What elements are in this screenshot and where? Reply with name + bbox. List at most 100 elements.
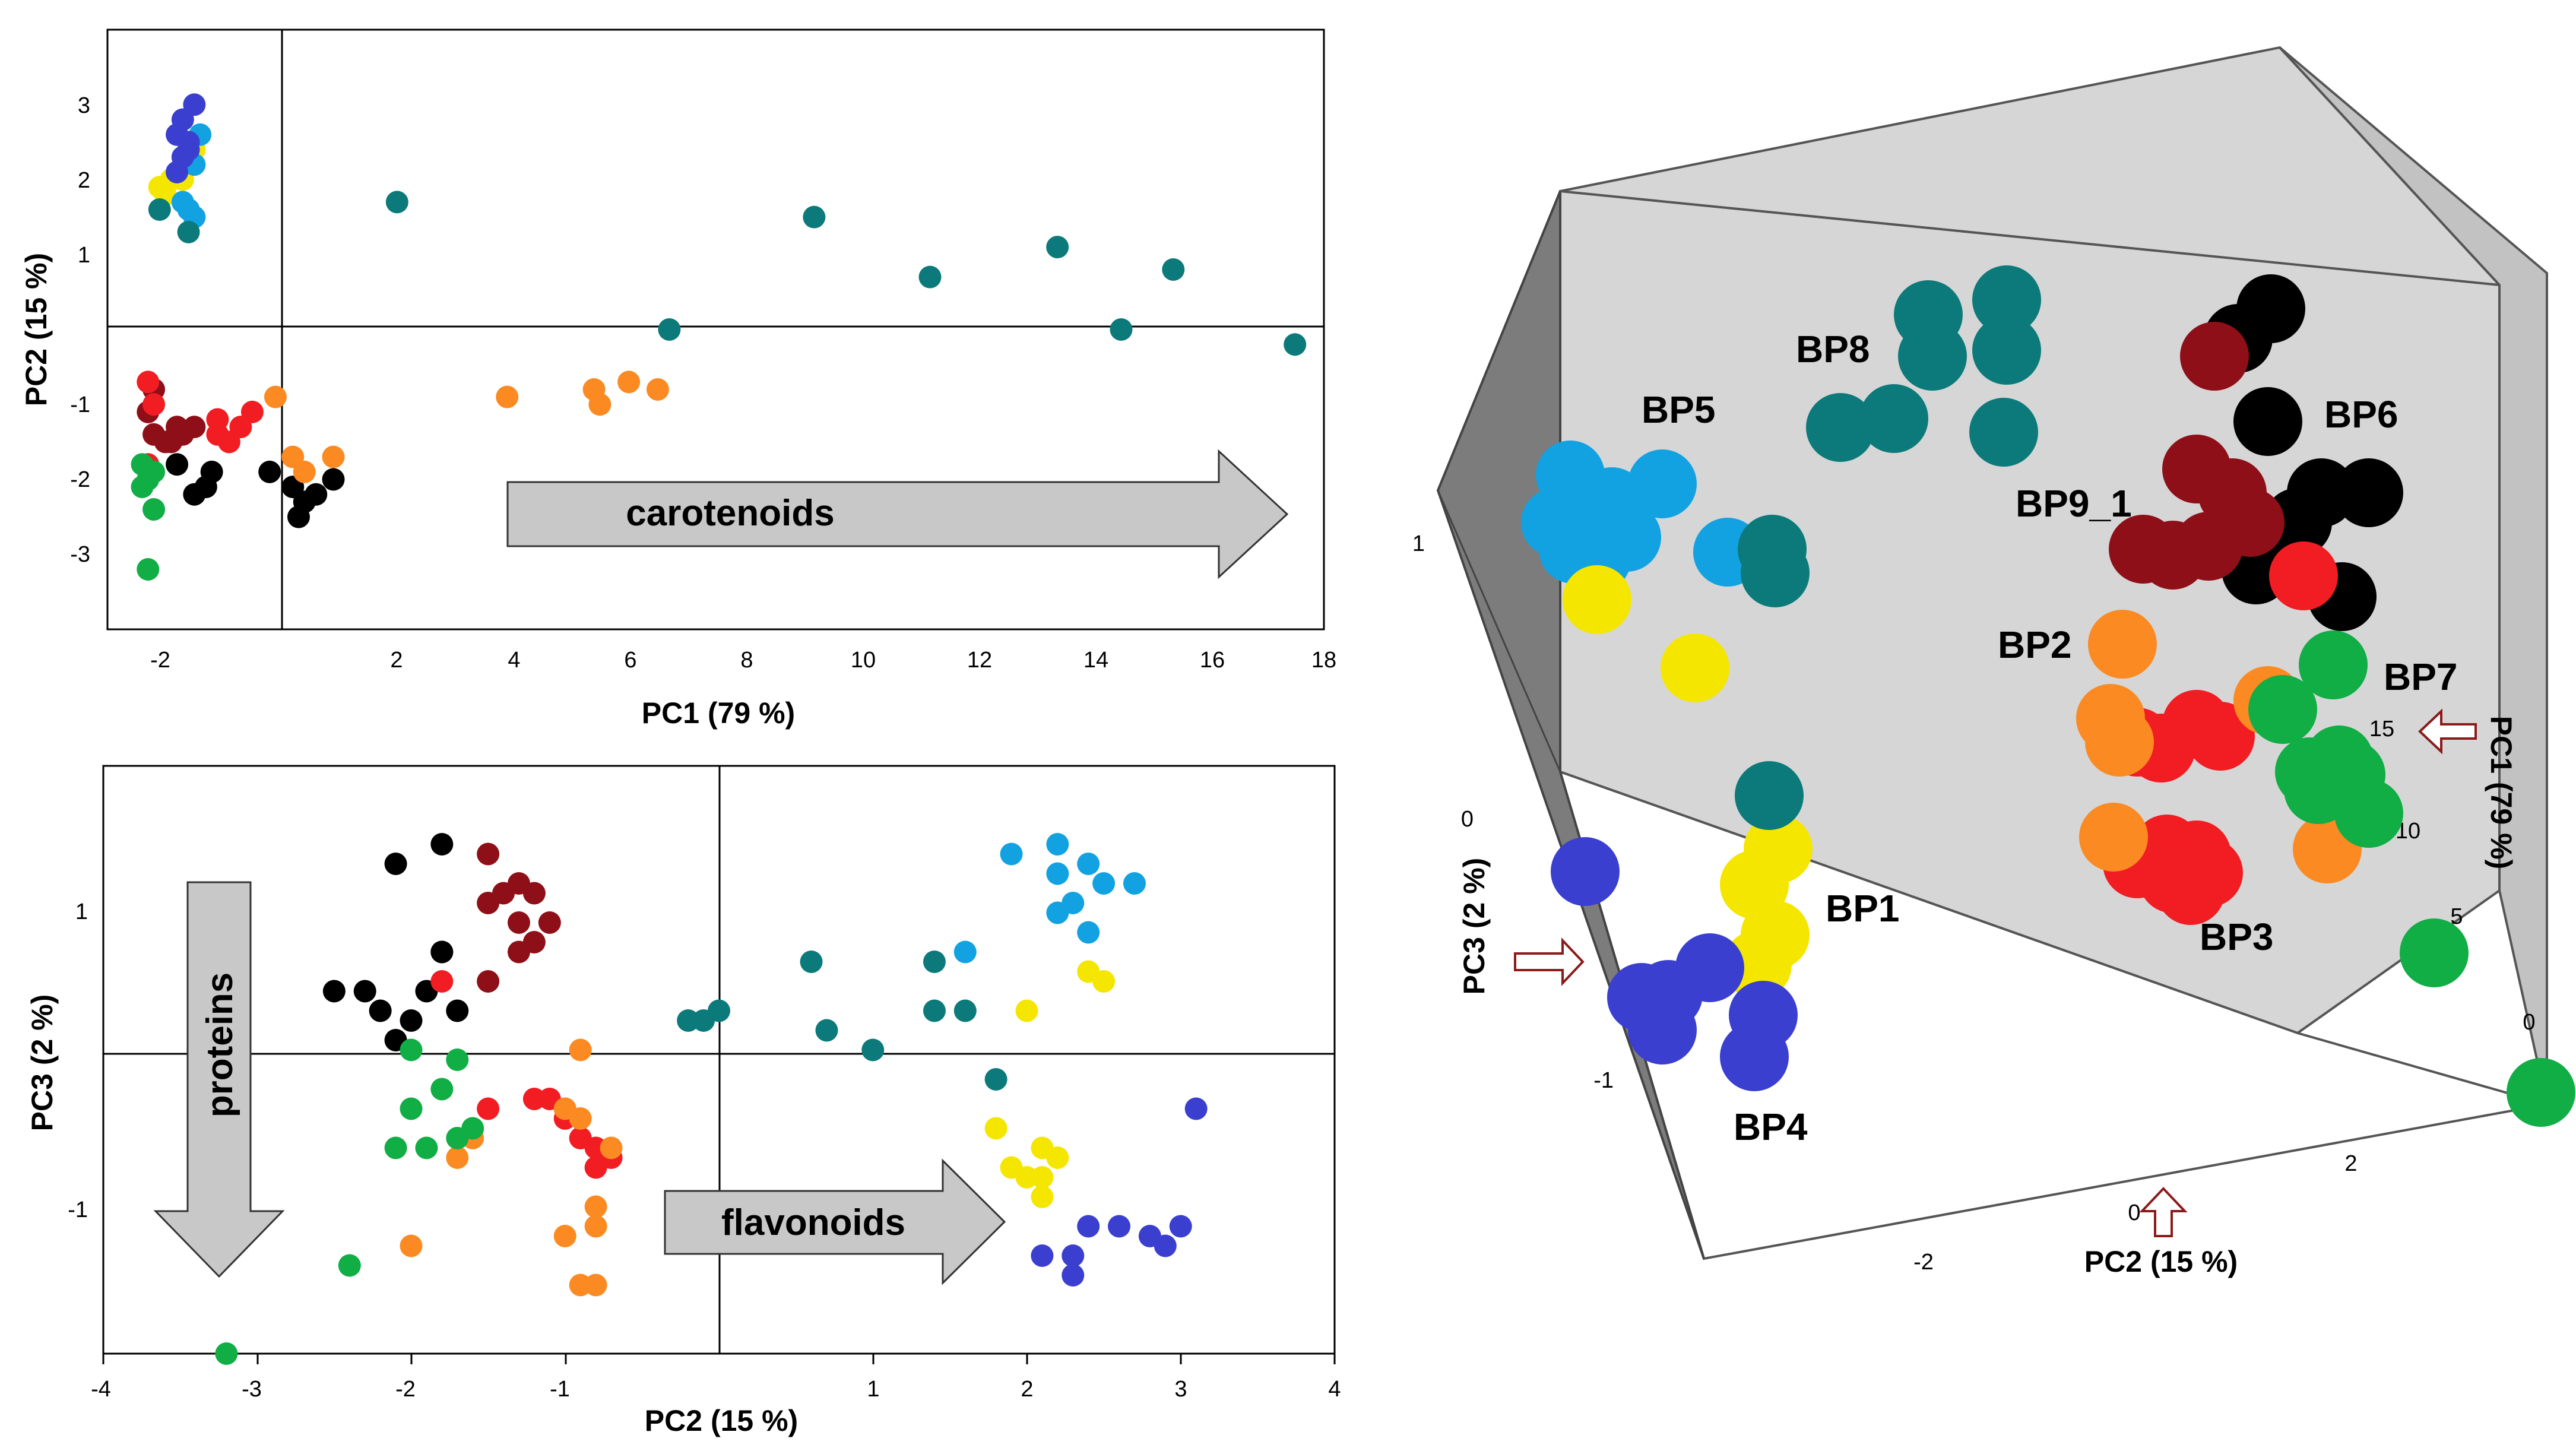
point-bp7: [430, 1078, 454, 1101]
point-bp7: [142, 460, 166, 483]
point-bp6: [430, 940, 454, 964]
point-bp7: [338, 1254, 361, 1277]
x-tick: 3: [1174, 1377, 1187, 1402]
x-tick: 12: [967, 648, 992, 673]
point-bp9_1: [507, 911, 530, 934]
point-bp2: [293, 460, 316, 483]
point-bp4: [1031, 1244, 1054, 1267]
point-bp8: [385, 191, 408, 214]
point-bp4: [1184, 1097, 1208, 1120]
point-bp2: [553, 1225, 576, 1247]
point-bp3: [477, 1097, 500, 1120]
point-bp8: [984, 1068, 1007, 1091]
blob-bp6: [2263, 488, 2332, 557]
point-bp5: [1000, 842, 1023, 866]
panel2-x-tickmarks: [102, 1354, 1336, 1364]
blob-bp2: [2079, 803, 2148, 872]
blob-bp8: [1898, 322, 1967, 391]
pc2-tick: 0: [2128, 1200, 2140, 1225]
point-bp8: [800, 951, 823, 973]
y-tick: 1: [75, 899, 88, 924]
point-bp2: [400, 1234, 423, 1257]
point-bp3: [206, 408, 229, 431]
point-bp1: [1046, 1146, 1069, 1169]
group-label: BP4: [1734, 1105, 1808, 1148]
blob-bp4: [1551, 837, 1620, 906]
x-tick: 6: [624, 648, 636, 673]
point-bp7: [384, 1136, 407, 1159]
point-bp7: [137, 558, 160, 581]
point-bp7: [415, 1136, 438, 1159]
right-wall: [2279, 46, 2548, 1105]
pc1-tick: 5: [2450, 904, 2463, 929]
group-label: BP5: [1642, 388, 1716, 431]
group-label: BP3: [2200, 915, 2274, 958]
point-bp4: [183, 93, 206, 116]
point-bp2: [496, 385, 519, 408]
point-bp4: [1062, 1264, 1085, 1287]
pc1-axis-label-3d: PC1 (79 %): [2485, 716, 2518, 869]
panel2-x-ticks: -4 -3 -2 -1 1 2 3 4: [91, 1377, 1341, 1402]
blob-bp8: [1972, 265, 2041, 334]
point-bp8: [1162, 258, 1185, 281]
group-labels: BP8 BP5 BP9_1 BP6 BP2 BP7 BP1 BP3 BP4: [1642, 328, 2458, 1148]
x-tick: -2: [150, 648, 170, 673]
point-bp4: [1077, 1215, 1100, 1238]
panel-pc1-pc2: -2 2 4 6 8 10 12 14 16 18 3 2 1 -1 -2 -3…: [20, 28, 1336, 730]
x-tick: 8: [740, 648, 753, 673]
point-bp5: [1077, 921, 1100, 944]
carotenoids-arrow-label: carotenoids: [626, 493, 834, 534]
point-bp6: [258, 460, 281, 483]
blob-bp8: [1806, 393, 1875, 462]
point-bp5: [1046, 833, 1069, 856]
axis-pointer-arrows: [1514, 708, 2477, 1237]
pc3-tick: 0: [1461, 807, 1474, 832]
pc1-pointer-icon: [2418, 708, 2477, 755]
carotenoids-arrow-shape: [506, 449, 1289, 579]
y-tick: 2: [78, 168, 90, 193]
carotenoids-arrow: carotenoids: [506, 449, 1289, 579]
blob-bp1: [1563, 565, 1631, 634]
panel2-x-axis-label: PC2 (15 %): [645, 1404, 798, 1437]
x-tick: 2: [390, 648, 403, 673]
group-label: BP8: [1796, 328, 1870, 370]
panel2-y-axis-label: PC3 (2 %): [26, 994, 59, 1132]
point-bp2: [584, 1195, 607, 1218]
point-bp2: [584, 1215, 607, 1238]
point-bp2: [264, 385, 287, 408]
blob-bp7: [2334, 779, 2403, 848]
pc3-pointer-icon: [1514, 937, 1585, 987]
group-label: BP7: [2384, 655, 2458, 698]
y-tick: 1: [78, 243, 90, 268]
blob-bp8: [1969, 398, 2038, 467]
point-bp6: [322, 468, 345, 491]
point-bp5: [171, 191, 194, 214]
point-bp8: [803, 205, 826, 229]
panel2-y-ticks: 1 -1: [68, 899, 88, 1222]
flavonoids-arrow-shape: [664, 1158, 1006, 1285]
x-tick: 16: [1200, 648, 1225, 673]
point-bp6: [353, 980, 376, 1003]
point-bp5: [1092, 872, 1116, 895]
point-bp6: [322, 980, 346, 1003]
flavonoids-arrow-label: flavonoids: [721, 1202, 905, 1243]
pc2-axis-label-3d: PC2 (15 %): [2084, 1245, 2238, 1278]
point-bp1: [1031, 1186, 1054, 1208]
point-bp7: [142, 498, 166, 521]
point-bp1: [984, 1117, 1007, 1140]
group-label: BP2: [1998, 623, 2072, 666]
point-bp8: [1046, 236, 1069, 259]
point-bp8: [861, 1038, 885, 1062]
blob-bp8: [1859, 384, 1928, 453]
blob-bp7: [2507, 1058, 2575, 1127]
pc3-axis-label-3d: PC3 (2 %): [1457, 858, 1491, 995]
panel-pc2-pc3: -4 -3 -2 -1 1 2 3 4 1 -1 PC2 (15 %) PC3 …: [26, 765, 1341, 1437]
blob-bp2: [2088, 610, 2157, 679]
x-tick: 10: [851, 648, 876, 673]
blob-bp2: [2085, 708, 2154, 777]
point-bp8: [1110, 318, 1133, 341]
point-bp1: [1031, 1166, 1054, 1189]
point-bp1: [1092, 970, 1116, 993]
point-bp9_1: [477, 970, 500, 993]
